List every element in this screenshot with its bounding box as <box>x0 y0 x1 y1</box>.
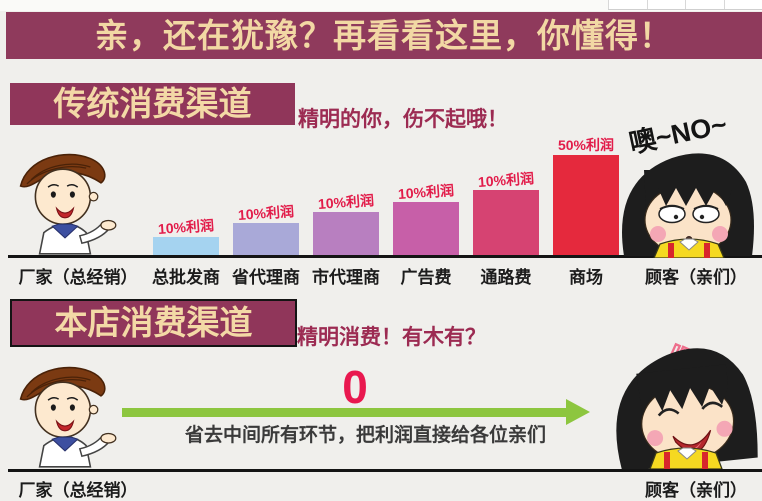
shop-section-subtitle: 精明消费！有木有？ <box>297 326 486 349</box>
bar-profit-label: 10%利润 <box>477 170 535 190</box>
arrow-head <box>566 399 590 425</box>
axis-label: 顾客（亲们） <box>645 268 747 287</box>
axis-label: 通路费 <box>480 268 532 287</box>
axis-label: 省代理商 <box>232 268 300 287</box>
table-cell <box>608 0 647 9</box>
chart-bar <box>393 202 459 256</box>
axis-label: 总批发商 <box>152 268 220 287</box>
arrow-caption: 省去中间所有环节，把利润直接给各位亲们 <box>185 425 547 446</box>
factory-owner-cartoon <box>19 153 117 255</box>
top-edge-table-fragment <box>608 0 762 10</box>
page-top-edge <box>0 0 762 11</box>
chart-bar <box>313 212 379 256</box>
table-cell <box>646 0 685 9</box>
direct-channel-arrow <box>122 408 568 417</box>
shop-left-label: 厂家（总经销） <box>18 481 138 500</box>
table-cell <box>723 0 762 9</box>
happy-customer-cartoon <box>616 348 758 469</box>
chart-bar <box>233 223 299 256</box>
axis-label: 商场 <box>569 268 603 287</box>
axis-label: 厂家（总经销） <box>18 268 138 287</box>
bar-profit-label: 50%利润 <box>557 137 615 153</box>
shop-right-label: 顾客（亲们） <box>645 481 747 500</box>
shop-baseline <box>8 469 762 472</box>
axis-label: 市代理商 <box>312 268 380 287</box>
chart-bar <box>473 190 539 256</box>
factory-owner-cartoon-2 <box>19 366 117 468</box>
traditional-section-title: 传统消费渠道 <box>10 83 295 125</box>
chart-bar <box>153 237 219 256</box>
axis-label: 广告费 <box>400 268 452 287</box>
headline-banner: 亲，还在犹豫？再看看这里，你懂得！ <box>6 12 762 59</box>
chart-baseline <box>8 255 762 258</box>
traditional-section-subtitle: 精明的你，伤不起哦！ <box>298 108 508 131</box>
sad-customer-cartoon <box>622 153 754 258</box>
zero-middlemen-label: 0 <box>342 361 368 413</box>
chart-bar <box>553 155 619 256</box>
shop-section-title: 本店消费渠道 <box>10 299 297 347</box>
table-cell <box>685 0 724 9</box>
